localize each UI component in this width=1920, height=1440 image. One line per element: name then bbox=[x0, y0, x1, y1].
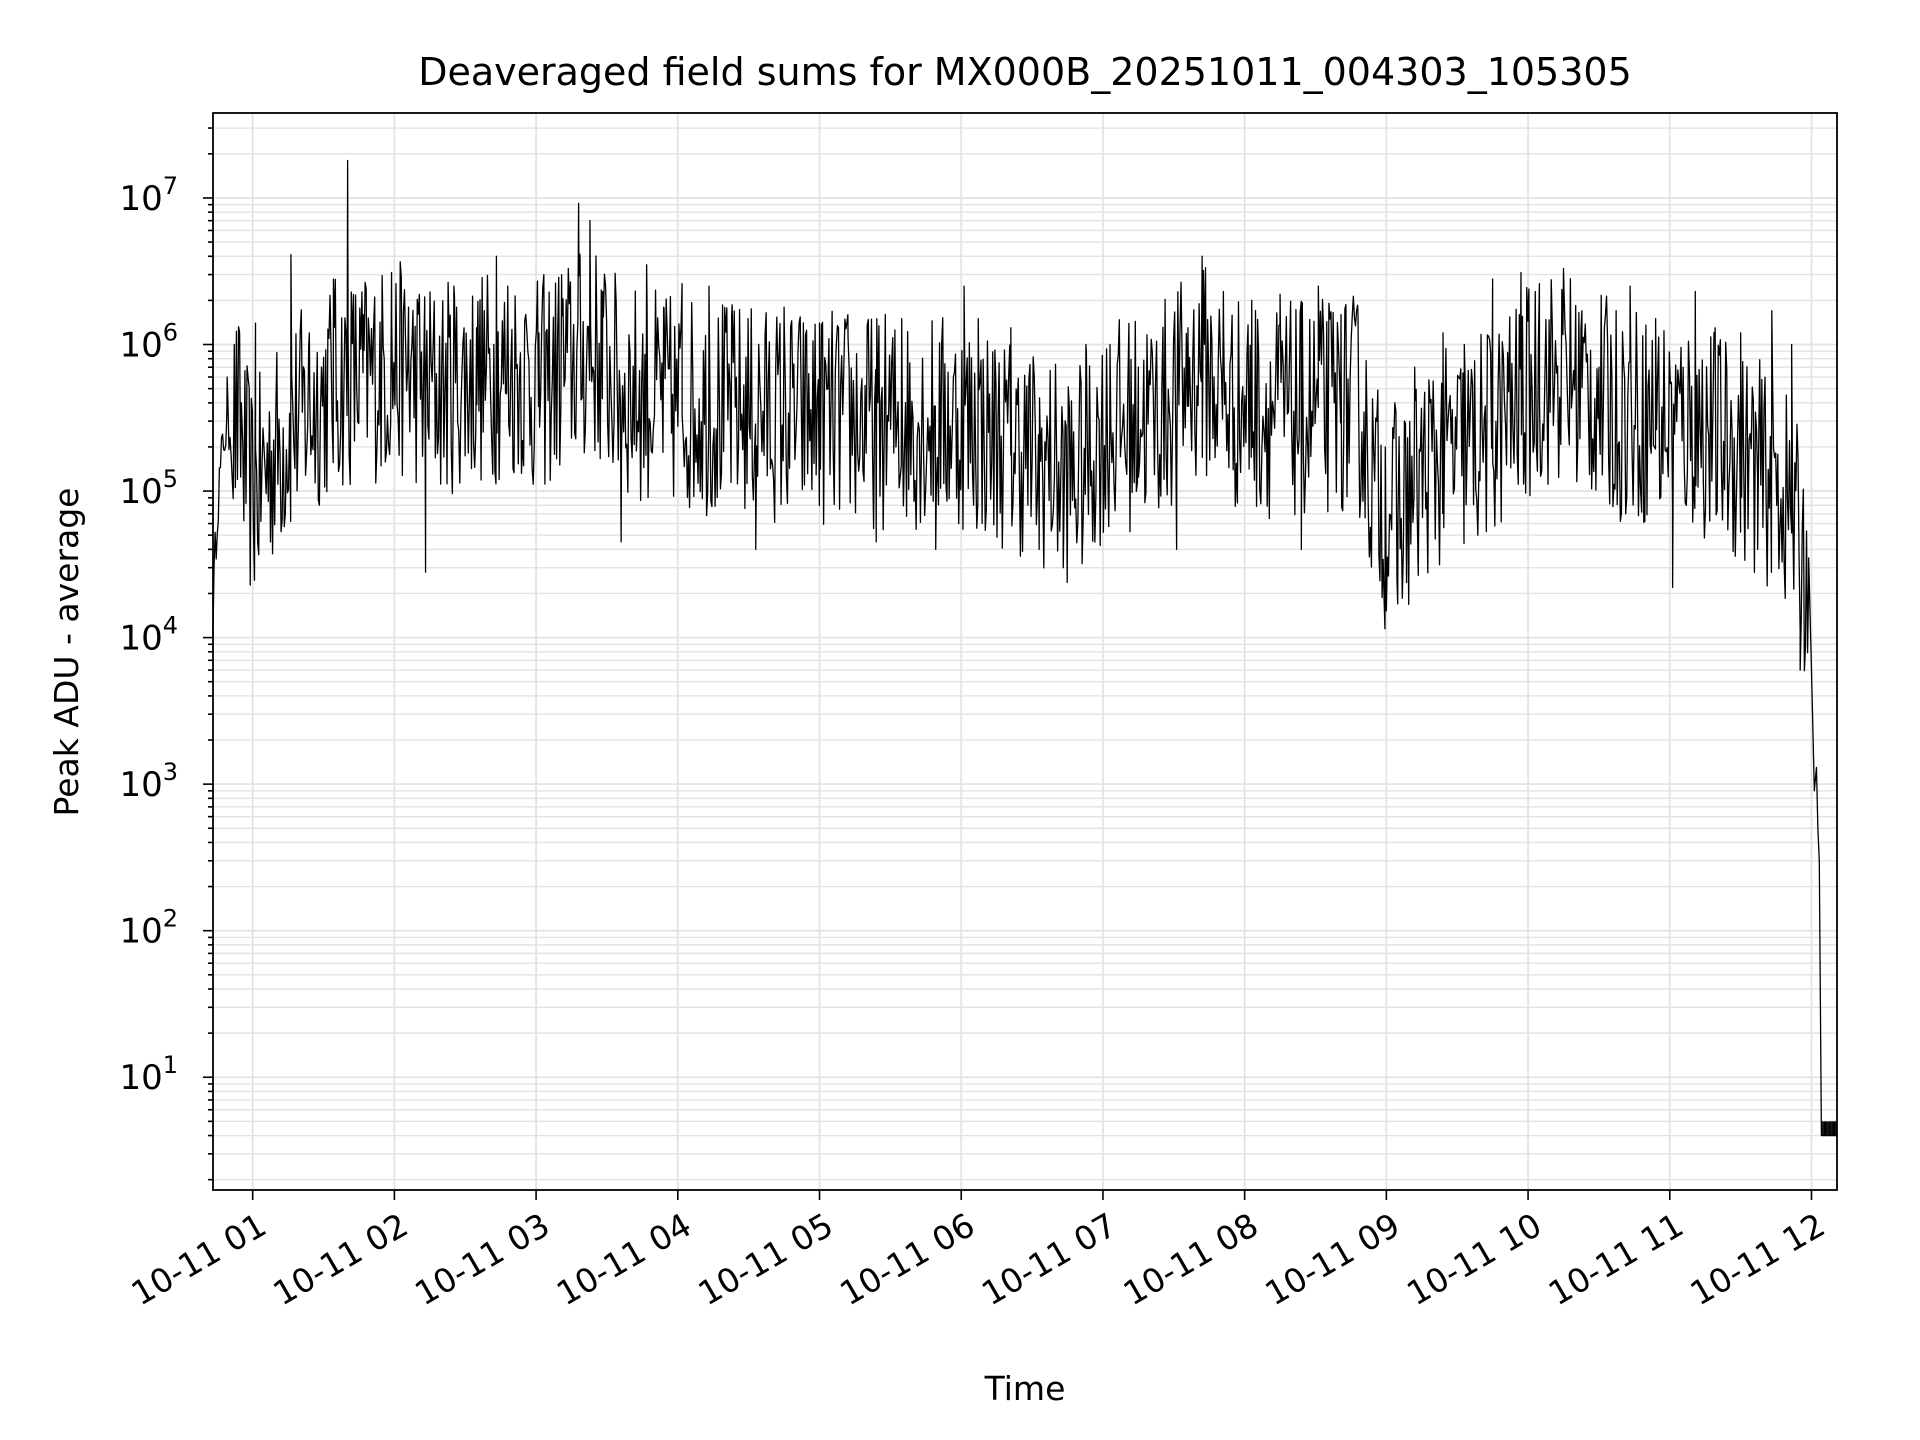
chart-title: Deaveraged field sums for MX000B_2025101… bbox=[418, 50, 1632, 94]
y-tick-label: 101 bbox=[119, 1051, 178, 1098]
y-axis-label: Peak ADU - average bbox=[47, 488, 86, 817]
y-tick-label: 102 bbox=[119, 905, 178, 952]
y-tick-label: 103 bbox=[119, 758, 178, 805]
y-tick-label: 104 bbox=[119, 612, 178, 659]
grid bbox=[213, 113, 1837, 1190]
series-line bbox=[212, 159, 1837, 1137]
x-axis-label: Time bbox=[984, 1369, 1066, 1408]
y-tick-label: 105 bbox=[119, 465, 178, 512]
y-tick-label: 106 bbox=[119, 319, 178, 366]
y-tick-label: 107 bbox=[119, 172, 178, 219]
y-axis: 101 102 103 104 105 106 107 bbox=[119, 127, 213, 1181]
